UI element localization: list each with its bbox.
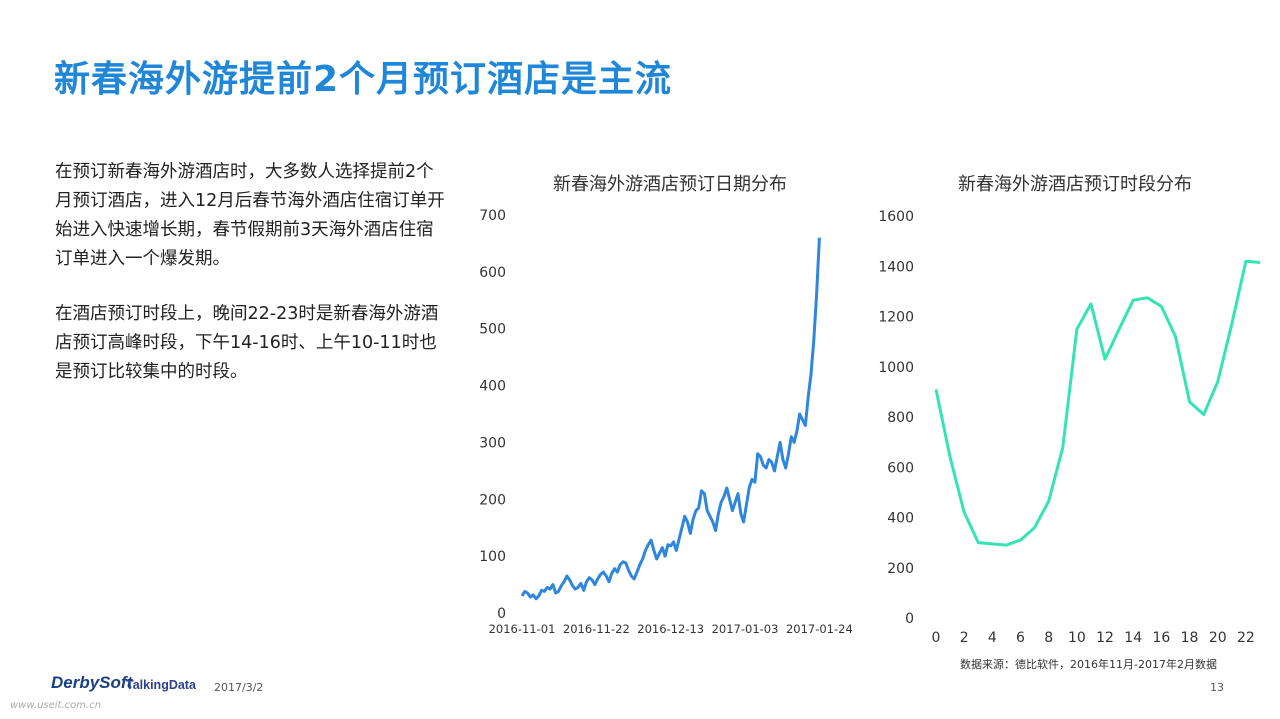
x-tick-label: 2 bbox=[960, 630, 969, 646]
page-number: 13 bbox=[1210, 681, 1224, 694]
x-tick-label: 4 bbox=[988, 630, 997, 646]
booking-hour-line-chart: 0 200 400 600 800 1000 1200 1400 1600 0 2 4 6 8 10 12 14… bbox=[878, 209, 1261, 646]
x-tick-label: 2016-11-01 bbox=[489, 622, 556, 636]
x-tick-label: 6 bbox=[1016, 630, 1025, 646]
x-tick-label: 2016-11-22 bbox=[563, 622, 630, 636]
x-tick-label: 16 bbox=[1152, 630, 1170, 646]
series-line-booking-date bbox=[520, 237, 821, 601]
y-tick-label: 400 bbox=[887, 511, 914, 527]
y-tick-label: 300 bbox=[479, 435, 506, 451]
y-tick-label: 0 bbox=[905, 611, 914, 627]
y-tick-label: 600 bbox=[887, 460, 914, 476]
booking-date-line-chart: 0 100 200 300 400 500 600 700 2016-11-01 2016-11-… bbox=[479, 208, 853, 636]
chart-title-booking-hour: 新春海外游酒店预订时段分布 bbox=[958, 174, 1192, 195]
y-tick-label: 200 bbox=[887, 561, 914, 577]
x-tick-label: 20 bbox=[1209, 630, 1227, 646]
description-paragraph-1: 在预订新春海外游酒店时，大多数人选择提前2个月预订酒店，进入12月后春节海外酒店… bbox=[55, 162, 445, 269]
chart-title-booking-date: 新春海外游酒店预订日期分布 bbox=[553, 174, 787, 195]
y-tick-label: 400 bbox=[479, 379, 506, 395]
talkingdata-logo: TalkingData bbox=[126, 678, 196, 692]
y-tick-label: 700 bbox=[479, 208, 506, 224]
y-tick-label: 800 bbox=[887, 410, 914, 426]
page-title: 新春海外游提前2个月预订酒店是主流 bbox=[54, 59, 673, 100]
x-tick-label: 8 bbox=[1044, 630, 1053, 646]
y-tick-label: 0 bbox=[497, 606, 506, 622]
x-tick-label: 14 bbox=[1124, 630, 1142, 646]
y-tick-label: 100 bbox=[479, 549, 506, 565]
series-line-booking-hour bbox=[934, 259, 1261, 547]
y-tick-label: 500 bbox=[479, 322, 506, 338]
x-tick-label: 0 bbox=[932, 630, 941, 646]
x-tick-label: 2017-01-24 bbox=[786, 622, 853, 636]
x-tick-label: 2017-01-03 bbox=[712, 622, 779, 636]
y-tick-label: 1200 bbox=[878, 310, 914, 326]
x-tick-label: 10 bbox=[1068, 630, 1086, 646]
y-tick-label: 200 bbox=[479, 492, 506, 508]
watermark: www.useit.com.cn bbox=[10, 700, 102, 711]
description-paragraph-2: 在酒店预订时段上，晚间22-23时是新春海外游酒店预订高峰时段，下午14-16时… bbox=[55, 304, 439, 382]
y-tick-label: 600 bbox=[479, 265, 506, 281]
x-tick-label: 12 bbox=[1096, 630, 1114, 646]
y-tick-label: 1400 bbox=[878, 259, 914, 275]
y-tick-label: 1000 bbox=[878, 360, 914, 376]
x-tick-label: 18 bbox=[1181, 630, 1199, 646]
x-tick-label: 2016-12-13 bbox=[637, 622, 704, 636]
source-note: 数据来源：德比软件，2016年11月-2017年2月数据 bbox=[960, 658, 1217, 671]
derbysoft-logo: DerbySoft bbox=[51, 673, 133, 692]
x-tick-label: 22 bbox=[1237, 630, 1255, 646]
description-text: 在预订新春海外游酒店时，大多数人选择提前2个月预订酒店，进入12月后春节海外酒店… bbox=[55, 158, 445, 413]
y-tick-label: 1600 bbox=[878, 209, 914, 225]
footer-date: 2017/3/2 bbox=[214, 681, 264, 694]
